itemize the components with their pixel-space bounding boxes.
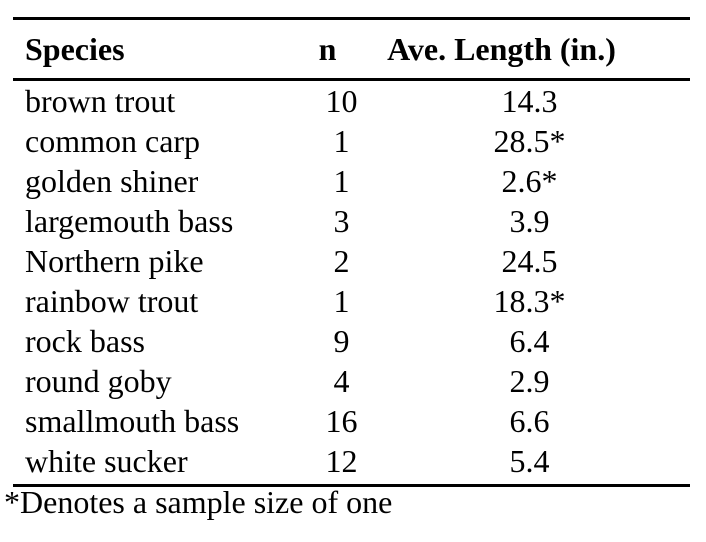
table-row: round goby 4 2.9 [13,361,690,401]
ave-length-cell: 24.5 [405,241,690,281]
species-value: round goby [25,363,172,399]
species-value: rock bass [25,323,145,359]
ave-length-cell: 2.9 [405,361,690,401]
sample-size-value: 9 [333,323,350,359]
sample-size-value: 4 [333,363,350,399]
ave-length-value: 24.5 [501,243,558,279]
column-header-n: n [278,20,405,78]
table-row: rainbow trout 1 18.3* [13,281,690,321]
table-header-row: Species n Ave. Length (in.) [13,20,690,81]
ave-length-value: 6.6 [509,403,550,439]
table-row: largemouth bass 3 3.9 [13,201,690,241]
sample-size-cell: 4 [278,361,405,401]
species-value: rainbow trout [25,283,199,319]
column-header-ave-length-label: Ave. Length (in.) [387,31,616,67]
table-row: Northern pike 2 24.5 [13,241,690,281]
table-row: smallmouth bass 16 6.6 [13,401,690,441]
ave-length-cell: 5.4 [405,441,690,481]
ave-length-cell: 14.3 [405,81,690,121]
table-row: white sucker 12 5.4 [13,441,690,481]
species-cell: rainbow trout [13,281,278,321]
sample-size-cell: 9 [278,321,405,361]
table-row: golden shiner 1 2.6* [13,161,690,201]
ave-length-cell: 18.3* [405,281,690,321]
column-header-n-label: n [318,31,337,67]
sample-size-value: 12 [325,443,358,479]
table-footnote: *Denotes a sample size of one [4,484,393,520]
sample-size-cell: 2 [278,241,405,281]
species-cell: largemouth bass [13,201,278,241]
ave-length-value: 2.6* [501,163,558,199]
sample-size-value: 1 [333,123,350,159]
species-cell: smallmouth bass [13,401,278,441]
species-cell: golden shiner [13,161,278,201]
species-cell: Northern pike [13,241,278,281]
ave-length-cell: 2.6* [405,161,690,201]
sample-size-value: 1 [333,283,350,319]
ave-length-value: 3.9 [509,203,550,239]
ave-length-cell: 3.9 [405,201,690,241]
column-header-species: Species [13,20,278,78]
ave-length-value: 18.3* [493,283,566,319]
sample-size-cell: 16 [278,401,405,441]
sample-size-cell: 1 [278,121,405,161]
table-row: rock bass 9 6.4 [13,321,690,361]
species-value: largemouth bass [25,203,234,239]
ave-length-value: 6.4 [509,323,550,359]
species-value: smallmouth bass [25,403,240,439]
table-row: brown trout 10 14.3 [13,81,690,121]
sample-size-cell: 12 [278,441,405,481]
sample-size-value: 10 [325,83,358,119]
sample-size-value: 16 [325,403,358,439]
sample-size-cell: 1 [278,161,405,201]
species-value: golden shiner [25,163,199,199]
ave-length-value: 2.9 [509,363,550,399]
table-row: common carp 1 28.5* [13,121,690,161]
sample-size-value: 3 [333,203,350,239]
column-header-ave-length: Ave. Length (in.) [387,20,690,78]
sample-size-value: 1 [333,163,350,199]
sample-size-value: 2 [333,243,350,279]
species-cell: rock bass [13,321,278,361]
ave-length-value: 14.3 [501,83,558,119]
ave-length-cell: 6.4 [405,321,690,361]
table-body: brown trout 10 14.3 common carp 1 28.5* … [13,81,690,487]
species-cell: common carp [13,121,278,161]
ave-length-cell: 28.5* [405,121,690,161]
species-value: Northern pike [25,243,204,279]
ave-length-value: 28.5* [493,123,566,159]
species-cell: white sucker [13,441,278,481]
species-value: common carp [25,123,201,159]
species-cell: round goby [13,361,278,401]
species-cell: brown trout [13,81,278,121]
sample-size-cell: 10 [278,81,405,121]
sample-size-cell: 1 [278,281,405,321]
ave-length-cell: 6.6 [405,401,690,441]
column-header-species-label: Species [25,31,125,67]
sample-size-cell: 3 [278,201,405,241]
species-value: brown trout [25,83,176,119]
ave-length-value: 5.4 [509,443,550,479]
species-length-table: Species n Ave. Length (in.) brown trout … [13,17,690,487]
species-value: white sucker [25,443,188,479]
